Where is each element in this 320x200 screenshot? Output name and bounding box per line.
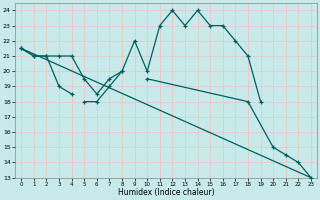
X-axis label: Humidex (Indice chaleur): Humidex (Indice chaleur): [118, 188, 214, 197]
